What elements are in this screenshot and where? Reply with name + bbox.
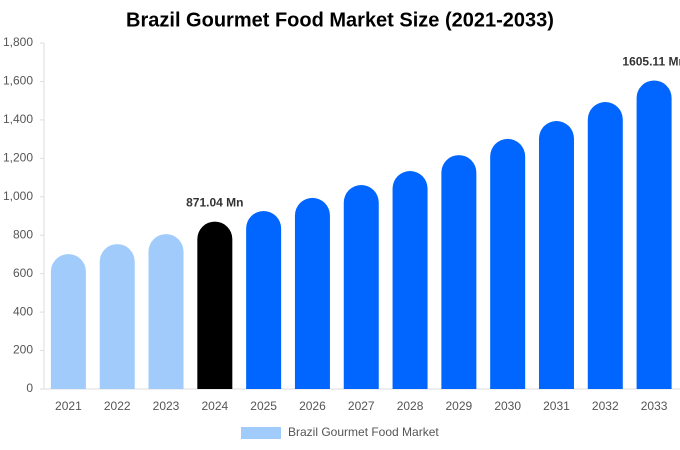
bar xyxy=(99,244,135,389)
x-tick-label: 2033 xyxy=(641,399,668,413)
y-tick-label: 600 xyxy=(13,266,33,280)
bar xyxy=(587,102,623,390)
legend-label: Brazil Gourmet Food Market xyxy=(288,425,439,439)
x-tick-label: 2024 xyxy=(201,399,228,413)
x-tick-label: 2022 xyxy=(104,399,131,413)
bar xyxy=(490,138,526,389)
y-tick-label: 1,600 xyxy=(3,74,33,88)
bar xyxy=(636,80,672,389)
y-tick-label: 800 xyxy=(13,227,33,241)
y-tick-label: 200 xyxy=(13,343,33,357)
bar xyxy=(246,211,282,389)
x-tick-label: 2028 xyxy=(397,399,424,413)
data-label: 1605.11 Mn xyxy=(622,55,680,69)
y-tick-label: 1,800 xyxy=(3,35,33,49)
y-tick-label: 400 xyxy=(13,304,33,318)
x-tick-label: 2026 xyxy=(299,399,326,413)
x-tick-label: 2029 xyxy=(446,399,473,413)
bar xyxy=(294,197,330,389)
x-tick-label: 2027 xyxy=(348,399,375,413)
x-tick-label: 2021 xyxy=(55,399,82,413)
x-tick-label: 2023 xyxy=(153,399,180,413)
chart-title: Brazil Gourmet Food Market Size (2021-20… xyxy=(126,9,554,31)
bar xyxy=(197,221,233,389)
x-tick-label: 2030 xyxy=(494,399,521,413)
bar xyxy=(148,234,184,389)
x-tick-label: 2031 xyxy=(543,399,570,413)
x-tick-label: 2032 xyxy=(592,399,619,413)
bar xyxy=(441,155,477,389)
data-label: 871.04 Mn xyxy=(186,196,243,210)
y-tick-label: 0 xyxy=(26,381,33,395)
y-tick-label: 1,400 xyxy=(3,112,33,126)
y-tick-label: 1,200 xyxy=(3,151,33,165)
bar xyxy=(50,254,86,389)
legend-swatch xyxy=(241,427,281,439)
bar xyxy=(343,185,379,389)
bar xyxy=(538,121,574,389)
x-tick-label: 2025 xyxy=(250,399,277,413)
bar xyxy=(392,171,428,389)
y-tick-label: 1,000 xyxy=(3,189,33,203)
